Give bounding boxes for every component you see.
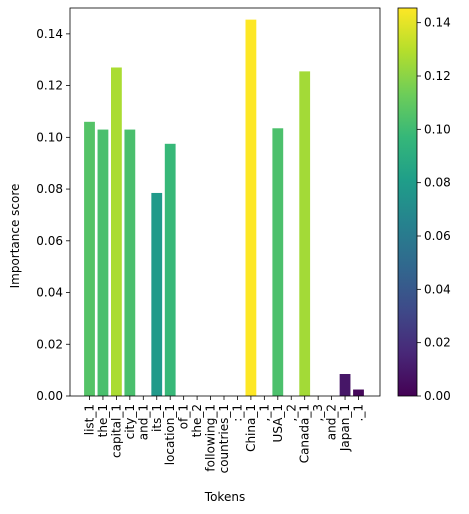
x-tick-label: city_1 bbox=[123, 404, 137, 439]
bars-group bbox=[84, 19, 364, 397]
x-tick-label: China_1 bbox=[244, 404, 258, 452]
colorbar-tick-label: 0.06 bbox=[424, 229, 451, 243]
colorbar-tick-label: 0.04 bbox=[424, 282, 451, 296]
colorbar-tick-label: 0.12 bbox=[424, 69, 451, 83]
y-tick-label: 0.06 bbox=[36, 234, 63, 248]
x-tick-label: ,_2 bbox=[284, 404, 298, 421]
colorbar-tick-label: 0.14 bbox=[424, 16, 451, 30]
x-tick-label: and_1 bbox=[136, 404, 150, 440]
x-tick-label: ._1 bbox=[352, 404, 366, 421]
bar-city_1 bbox=[124, 129, 136, 396]
bar-._1 bbox=[353, 389, 364, 396]
x-tick-label: ,_1 bbox=[257, 404, 271, 421]
x-tick-label: location_1 bbox=[163, 404, 177, 465]
bar-China_1 bbox=[245, 19, 257, 396]
bar-USA_1 bbox=[272, 128, 284, 396]
y-tick-label: 0.12 bbox=[36, 79, 63, 93]
y-tick-label: 0.02 bbox=[36, 337, 63, 351]
axes-group: list_1 the_1 capital_1 city_1 and_1 its_1 loca… bbox=[36, 7, 381, 473]
bar-Japan_1 bbox=[339, 374, 351, 396]
x-tick-label: and_2 bbox=[325, 404, 339, 440]
bar-location_1 bbox=[164, 143, 176, 396]
colorbar-tick-label: 0.10 bbox=[424, 122, 451, 136]
bar-the_1 bbox=[97, 129, 109, 396]
x-tick-label: Japan_1 bbox=[338, 404, 352, 452]
x-tick-label: countries_1 bbox=[217, 404, 231, 473]
y-tick-label: 0.14 bbox=[36, 27, 63, 41]
x-tick-label: ,_3 bbox=[311, 404, 325, 421]
x-tick-label: :_1 bbox=[230, 404, 244, 422]
colorbar-tick-label: 0.08 bbox=[424, 176, 451, 190]
x-tick-label: the_1 bbox=[96, 404, 110, 437]
x-axis-label: Tokens bbox=[204, 490, 245, 504]
y-tick-label: 0.00 bbox=[36, 389, 63, 403]
bar-Canada_1 bbox=[299, 71, 311, 397]
bar-list_1 bbox=[84, 121, 95, 396]
x-tick-label: Canada_1 bbox=[298, 404, 312, 463]
colorbar: 0.00 0.02 0.04 0.06 0.08 0.10 0.12 0.14 bbox=[397, 7, 451, 403]
y-tick-label: 0.10 bbox=[36, 130, 63, 144]
x-tick-label: following_1 bbox=[204, 404, 218, 472]
x-tick-label: USA_1 bbox=[271, 404, 285, 442]
bar-capital_1 bbox=[111, 67, 122, 397]
bar-its_1 bbox=[151, 192, 163, 396]
x-tick-label: capital_1 bbox=[109, 404, 123, 458]
y-tick-label: 0.04 bbox=[36, 286, 63, 300]
x-tick-label: of_1 bbox=[177, 404, 191, 429]
x-tick-label: list_1 bbox=[83, 404, 97, 435]
y-axis-label: Importance score bbox=[8, 184, 22, 289]
x-tick-label: its_1 bbox=[150, 404, 164, 432]
y-tick-label: 0.08 bbox=[36, 182, 63, 196]
colorbar-tick-label: 0.02 bbox=[424, 336, 451, 350]
x-tick-label: the_2 bbox=[190, 404, 204, 437]
colorbar-tick-label: 0.00 bbox=[424, 389, 451, 403]
